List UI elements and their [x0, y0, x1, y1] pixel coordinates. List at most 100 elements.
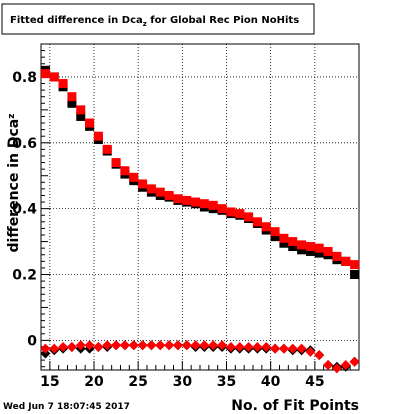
data-point-diamond — [111, 340, 122, 351]
data-point-square — [58, 79, 68, 89]
data-point-square — [297, 245, 307, 255]
x-tick-label: 25 — [128, 374, 147, 390]
data-point-diamond — [190, 340, 201, 351]
data-point-square — [146, 184, 156, 194]
data-point-square — [191, 197, 201, 207]
data-point-diamond — [66, 341, 77, 352]
data-point-square — [305, 246, 315, 256]
data-point-square — [323, 246, 333, 256]
y-axis-title: difference in Dcaz — [6, 114, 22, 253]
data-point-diamond — [296, 343, 307, 354]
data-point-diamond — [349, 356, 360, 367]
data-point-diamond — [58, 341, 69, 352]
chart-title: Fitted difference in Dcaz for Global Rec… — [10, 15, 299, 28]
data-point-square — [208, 200, 218, 210]
data-point-diamond — [49, 343, 60, 354]
x-tick-label: 15 — [40, 374, 59, 390]
data-point-square — [93, 131, 103, 141]
data-point-diamond — [75, 340, 86, 351]
data-point-square — [235, 209, 245, 219]
data-point-diamond — [217, 340, 228, 351]
data-point-square — [305, 242, 315, 252]
data-point-square — [67, 98, 77, 108]
data-markers — [40, 65, 360, 374]
data-point-square — [102, 144, 112, 154]
data-point-diamond — [261, 341, 272, 352]
data-point-square — [297, 240, 307, 250]
data-point-square — [279, 238, 289, 248]
data-point-diamond — [93, 341, 104, 352]
data-point-diamond — [323, 360, 334, 371]
data-point-square — [226, 207, 236, 217]
data-point-square — [76, 111, 86, 121]
data-point-square — [244, 212, 254, 222]
data-point-diamond — [199, 340, 210, 351]
title-box — [1, 3, 315, 35]
data-point-square — [40, 69, 50, 79]
data-point-square — [120, 166, 130, 176]
data-point-diamond — [40, 343, 51, 354]
data-point-square — [270, 227, 280, 237]
y-tick-label: 0 — [27, 333, 37, 349]
data-point-square — [85, 118, 95, 128]
data-point-diamond — [340, 360, 351, 371]
data-point-diamond — [208, 340, 219, 351]
data-point-square — [288, 242, 298, 252]
data-point-square — [279, 233, 289, 243]
data-point-square — [252, 217, 262, 227]
data-point-diamond — [181, 340, 192, 351]
data-point-square — [217, 204, 227, 214]
y-tick-labels: 0 0.2 0.4 0.6 0.8 — [12, 70, 37, 349]
x-tick-label: 40 — [261, 374, 281, 390]
data-point-diamond — [155, 340, 166, 351]
data-point-square — [164, 190, 174, 200]
data-point-diamond — [172, 340, 183, 351]
data-point-square — [314, 243, 324, 253]
data-point-square — [138, 179, 148, 189]
data-point-diamond — [119, 340, 130, 351]
data-point-square — [350, 270, 360, 280]
data-point-diamond — [146, 340, 157, 351]
data-point-square — [155, 187, 165, 197]
data-point-square — [314, 248, 324, 258]
data-point-square — [111, 158, 121, 168]
data-point-square — [49, 72, 59, 82]
data-point-diamond — [234, 341, 245, 352]
data-point-diamond — [305, 346, 316, 357]
x-tick-label: 35 — [217, 374, 236, 390]
data-point-diamond — [314, 350, 325, 361]
data-point-square — [199, 199, 209, 209]
data-point-diamond — [84, 340, 95, 351]
y-tick-label: 0.4 — [12, 202, 37, 218]
data-point-diamond — [243, 341, 254, 352]
data-point-diamond — [252, 341, 263, 352]
data-point-diamond — [137, 340, 148, 351]
x-tick-label: 20 — [84, 374, 104, 390]
data-point-diamond — [287, 343, 298, 354]
x-tick-labels: 15 20 25 30 35 40 45 — [40, 374, 324, 390]
data-point-square — [173, 194, 183, 204]
axis-ticks — [40, 50, 360, 370]
x-tick-label: 30 — [173, 374, 193, 390]
data-point-diamond — [102, 340, 113, 351]
y-tick-label: 0.6 — [12, 136, 37, 152]
data-point-square — [332, 251, 342, 261]
data-point-square — [182, 195, 192, 205]
data-point-diamond — [270, 343, 281, 354]
data-point-square — [270, 232, 280, 242]
data-point-diamond — [128, 340, 139, 351]
x-tick-label: 45 — [305, 374, 324, 390]
data-point-square — [129, 172, 139, 182]
data-point-square — [76, 105, 86, 115]
data-point-diamond — [331, 363, 342, 374]
data-point-square — [341, 256, 351, 266]
y-tick-label: 0.8 — [12, 70, 37, 86]
date-stamp: Wed Jun 7 18:07:45 2017 — [3, 402, 130, 412]
x-axis-title: No. of Fit Points — [231, 398, 359, 414]
y-tick-label: 0.2 — [12, 268, 37, 284]
data-point-diamond — [278, 343, 289, 354]
data-point-square — [288, 237, 298, 247]
data-point-diamond — [164, 340, 175, 351]
data-point-square — [67, 92, 77, 102]
